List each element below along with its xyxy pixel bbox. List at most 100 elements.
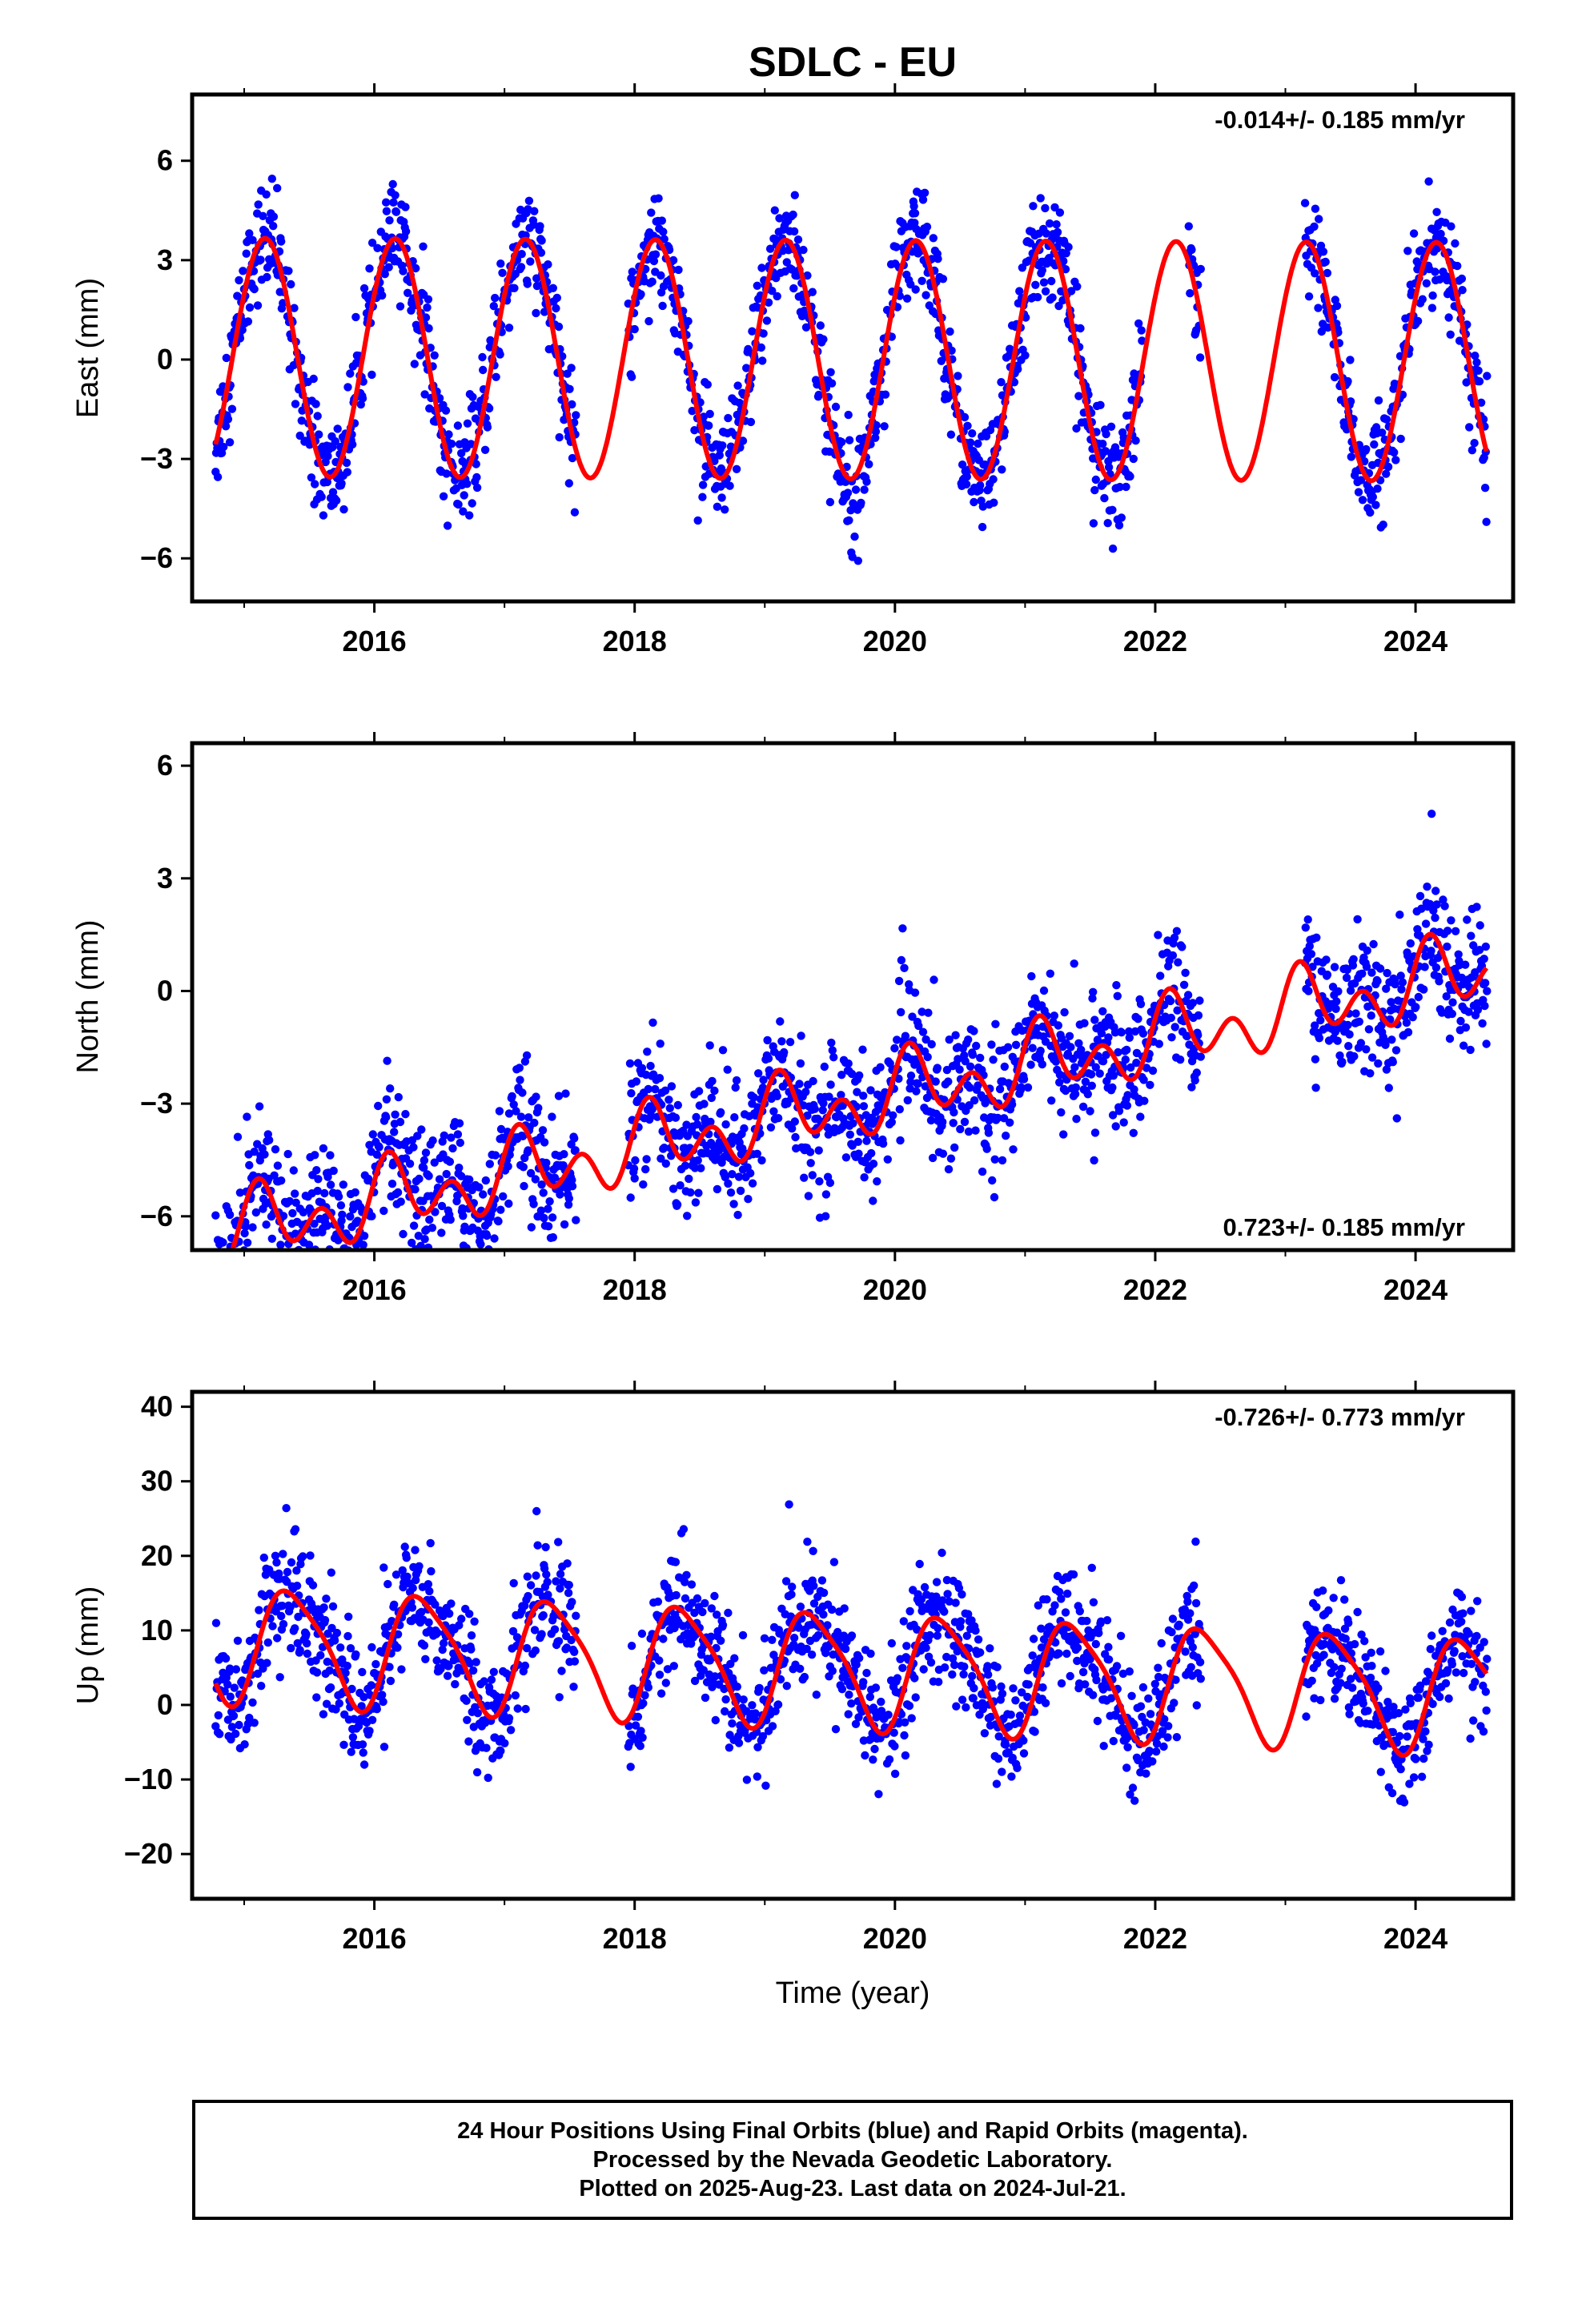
data-point (287, 1303, 295, 1311)
data-point (1319, 1586, 1327, 1595)
data-point (1191, 1076, 1199, 1085)
data-point (308, 1581, 318, 1590)
data-point (911, 1693, 920, 1702)
data-point (655, 1671, 665, 1679)
data-point (1130, 1721, 1138, 1730)
data-point (272, 1558, 281, 1567)
data-point (768, 287, 777, 296)
data-point (860, 1173, 869, 1182)
data-point (825, 1178, 835, 1188)
data-point (919, 1665, 928, 1674)
data-point (1089, 1598, 1098, 1607)
data-point (310, 1220, 319, 1228)
data-point (636, 1742, 644, 1751)
data-point (453, 1130, 463, 1139)
data-point (758, 1731, 768, 1741)
data-point (1188, 999, 1198, 1007)
data-point (710, 1591, 719, 1601)
scatter-points (211, 810, 1492, 1316)
data-point (1036, 194, 1045, 203)
data-point (1093, 1716, 1102, 1726)
data-point (934, 1678, 943, 1687)
data-point (518, 1132, 528, 1141)
rate-annotation: -0.014+/- 0.185 mm/yr (1215, 106, 1465, 134)
data-point (1047, 276, 1056, 286)
data-point (1311, 269, 1319, 278)
data-point (1052, 220, 1061, 229)
data-point (962, 480, 971, 489)
data-point (966, 1084, 974, 1092)
x-tick-label: 2024 (1383, 625, 1447, 657)
data-point (819, 1099, 828, 1108)
data-point (1142, 1769, 1150, 1778)
data-point (351, 1188, 359, 1197)
data-point (526, 257, 535, 266)
data-point (540, 1213, 548, 1223)
data-point (526, 1581, 536, 1590)
data-point (530, 1626, 540, 1634)
data-point (522, 1051, 532, 1060)
data-point (764, 298, 773, 307)
data-point (1116, 1631, 1126, 1640)
data-point (878, 1139, 888, 1148)
data-point (962, 1631, 972, 1640)
data-point (291, 1525, 300, 1534)
data-point (219, 1308, 227, 1316)
data-point (740, 1124, 749, 1133)
data-point (1112, 1662, 1122, 1671)
data-point (1031, 280, 1040, 289)
data-point (1314, 304, 1323, 312)
data-point (1480, 979, 1490, 987)
data-point (1369, 939, 1378, 949)
data-point (299, 1552, 307, 1561)
data-point (728, 1719, 737, 1728)
data-point (309, 1257, 317, 1265)
data-point (1446, 330, 1455, 339)
data-point (295, 431, 304, 440)
data-point (954, 372, 962, 380)
data-point (988, 1683, 998, 1692)
data-point (687, 1580, 697, 1589)
data-point (682, 1570, 691, 1580)
data-point (319, 1710, 328, 1719)
data-point (265, 1136, 274, 1144)
data-point (907, 1714, 916, 1723)
data-point (570, 508, 580, 517)
data-point (1073, 282, 1082, 291)
data-point (669, 255, 678, 265)
data-point (253, 301, 263, 310)
data-point (713, 1184, 722, 1194)
rate-annotation: 0.723+/- 0.185 mm/yr (1223, 1213, 1465, 1241)
data-point (511, 1691, 520, 1700)
data-point (338, 1210, 347, 1220)
data-point (332, 1628, 342, 1638)
data-point (518, 1088, 527, 1097)
data-point (678, 1263, 686, 1271)
data-point (213, 472, 223, 481)
data-point (1374, 396, 1383, 405)
data-point (1187, 245, 1196, 255)
data-point (548, 1232, 557, 1242)
data-point (627, 1642, 636, 1651)
data-point (1451, 927, 1460, 936)
data-point (1019, 1749, 1029, 1758)
data-point (346, 369, 355, 378)
data-point (1367, 968, 1376, 977)
data-point (972, 1041, 981, 1051)
data-point (1342, 973, 1351, 983)
data-point (1476, 398, 1486, 407)
data-point (694, 1188, 703, 1197)
data-point (725, 1743, 734, 1752)
data-point (341, 1261, 349, 1269)
data-point (718, 1621, 728, 1630)
data-point (233, 1132, 243, 1141)
data-point (1459, 1041, 1468, 1050)
data-point (1073, 1643, 1082, 1652)
data-point (359, 1240, 367, 1249)
data-point (665, 1104, 674, 1113)
data-point (570, 1647, 579, 1656)
data-point (524, 1146, 532, 1155)
data-point (776, 1017, 785, 1026)
data-point (656, 1039, 665, 1048)
data-point (1170, 933, 1179, 943)
